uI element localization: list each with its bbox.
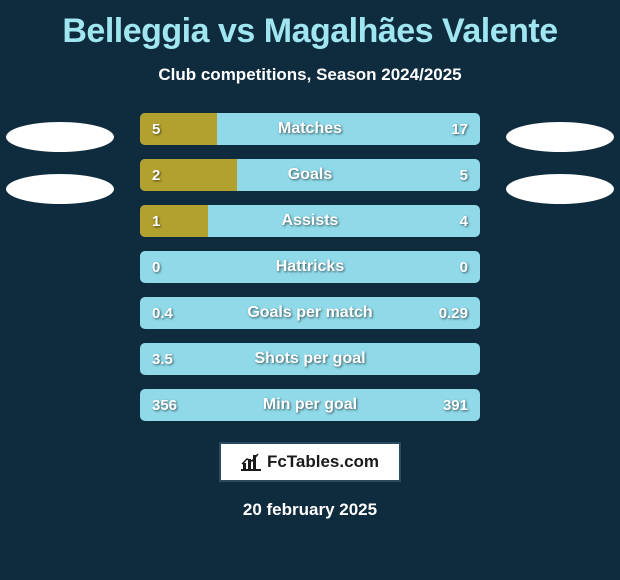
row-label: Goals per match — [140, 297, 480, 329]
page-title: Belleggia vs Magalhães Valente — [0, 0, 620, 51]
brand-text: FcTables.com — [267, 452, 379, 472]
avatar-left-2 — [6, 174, 114, 204]
value-left: 5 — [152, 113, 160, 145]
value-left: 0 — [152, 251, 160, 283]
brand-chart-icon — [241, 453, 261, 471]
avatar-right-2 — [506, 174, 614, 204]
brand-badge: FcTables.com — [219, 442, 401, 482]
avatar-left-1 — [6, 122, 114, 152]
value-right: 17 — [451, 113, 468, 145]
subtitle: Club competitions, Season 2024/2025 — [0, 65, 620, 85]
stat-row: 25Goals — [140, 159, 480, 191]
value-left: 0.4 — [152, 297, 173, 329]
stat-row: 14Assists — [140, 205, 480, 237]
stat-row: 0.4 0.29Goals per match — [140, 297, 480, 329]
footer: FcTables.com 20 february 2025 — [0, 442, 620, 520]
value-left: 1 — [152, 205, 160, 237]
stat-row: 3.5Shots per goal — [140, 343, 480, 375]
value-left: 2 — [152, 159, 160, 191]
row-label: Min per goal — [140, 389, 480, 421]
row-label: Shots per goal — [140, 343, 480, 375]
stat-row: 517Matches — [140, 113, 480, 145]
value-left: 3.5 — [152, 343, 173, 375]
stat-row: 356 391Min per goal — [140, 389, 480, 421]
avatar-right-1 — [506, 122, 614, 152]
value-right: 0.29 — [439, 297, 468, 329]
value-right: 0 — [460, 251, 468, 283]
chart-area: 517Matches25Goals14Assists00Hattricks0.4… — [0, 113, 620, 421]
value-left: 356 — [152, 389, 177, 421]
bar-left — [140, 205, 208, 237]
comparison-infographic: Belleggia vs Magalhães Valente Club comp… — [0, 0, 620, 580]
row-label: Hattricks — [140, 251, 480, 283]
date-text: 20 february 2025 — [0, 500, 620, 520]
value-right: 5 — [460, 159, 468, 191]
value-right: 4 — [460, 205, 468, 237]
stat-row: 0 0Hattricks — [140, 251, 480, 283]
value-right: 391 — [443, 389, 468, 421]
